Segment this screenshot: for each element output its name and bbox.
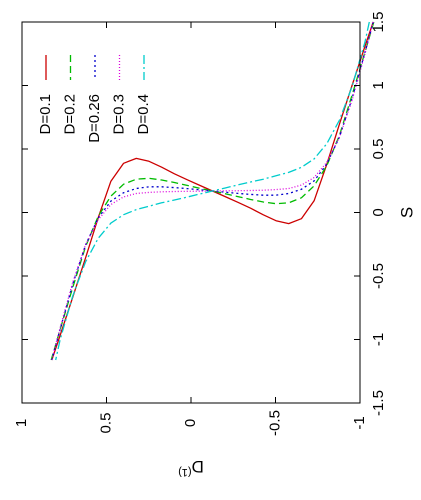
x-tick-label: 1 — [370, 81, 387, 89]
legend-label: D=0.4 — [135, 94, 152, 134]
legend-label: D=0.1 — [37, 94, 54, 134]
x-tick-label: 1.5 — [370, 12, 387, 33]
y-tick-label: 0 — [182, 419, 199, 427]
y-tick-label: 0.5 — [97, 413, 114, 434]
y-axis-title-superscript: (1) — [178, 466, 191, 478]
y-tick-label: -1 — [351, 416, 368, 429]
y-axis-title-base: D — [192, 457, 204, 476]
y-tick-label: 1 — [13, 419, 30, 427]
legend-label: D=0.26 — [86, 94, 103, 143]
plot-area — [50, 21, 375, 361]
y-axis-title: D(1) — [178, 457, 204, 479]
x-tick-label: 0 — [370, 208, 387, 216]
plot-frame — [21, 21, 361, 404]
x-tick-label: -0.5 — [370, 263, 387, 289]
x-axis-title: S — [397, 207, 416, 218]
legend: D=0.1 D=0.2 D=0.26 D=0.3 D=0.4 — [37, 55, 152, 143]
legend-label: D=0.2 — [61, 94, 78, 134]
legend-label: D=0.3 — [110, 94, 127, 134]
ticks: -1.5-1-0.500.511.51 0.5 0 -0.5 -1 — [13, 12, 387, 436]
y-tick-label: -0.5 — [266, 410, 283, 436]
series-line-4 — [55, 21, 370, 361]
series-line-1 — [50, 21, 375, 361]
x-tick-label: -1 — [370, 333, 387, 346]
x-tick-label: -1.5 — [370, 390, 387, 416]
x-tick-label: 0.5 — [370, 139, 387, 160]
